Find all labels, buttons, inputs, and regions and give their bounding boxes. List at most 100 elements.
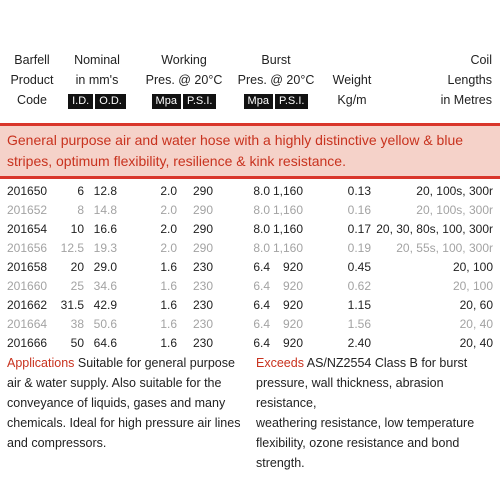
applications-line-5: and compressors. [7,436,107,450]
cell-code: 201652 [7,203,48,217]
header-nominal: Nominal in mm's I.D. O.D. [64,50,130,110]
tag-working-psi: P.S.I. [182,94,217,109]
cell-kg: 0.19 [347,241,371,255]
cell-kg: 2.40 [347,336,371,350]
cell-id: 38 [70,317,84,331]
header-nominal-line1: Nominal [74,53,120,67]
cell-bpsi: 1,160 [272,241,303,255]
cell-wmpa: 2.0 [160,241,177,255]
header-working-line1: Working [161,53,207,67]
cell-wpsi: 230 [192,260,213,274]
tag-working-mpa: Mpa [151,94,181,109]
exceeds-keyword: Exceeds [256,356,304,370]
table-row: 201656 12.5 19.3 2.0 290 8.0 1,160 0.19 20, 55s,… [0,238,500,258]
cell-kg: 1.15 [347,298,371,312]
cell-od: 64.6 [93,336,117,350]
header-working: Working Pres. @ 20°C Mpa P.S.I. [142,50,226,110]
cell-id: 10 [70,222,84,236]
cell-coil: 20, 100s, 300r [416,184,493,198]
applications-line-2: air & water supply. Also suitable for th… [7,376,222,390]
cell-id: 6 [77,184,84,198]
table-row: 201654 10 16.6 2.0 290 8.0 1,160 0.17 20, 30, 80… [0,219,500,239]
cell-bmpa: 8.0 [253,241,270,255]
cell-od: 16.6 [93,222,117,236]
cell-code: 201650 [7,184,48,198]
cell-coil: 20, 30, 80s, 100, 300r [376,222,493,236]
header-weight: Weight Kg/m [330,70,374,110]
cell-code: 201662 [7,298,48,312]
cell-bmpa: 6.4 [253,317,270,331]
cell-wmpa: 1.6 [160,298,177,312]
cell-bmpa: 8.0 [253,184,270,198]
header-coil-line3: in Metres [440,93,492,107]
cell-coil: 20, 100 [452,279,493,293]
applications-line-3: conveyance of liquids, gases and many [7,396,226,410]
cell-id: 25 [70,279,84,293]
cell-kg: 1.56 [347,317,371,331]
cell-wmpa: 2.0 [160,203,177,217]
cell-wpsi: 290 [192,184,213,198]
cell-kg: 0.17 [347,222,371,236]
cell-coil: 20, 40 [459,336,493,350]
cell-od: 34.6 [93,279,117,293]
header-coil: Coil Lengths in Metres [420,50,492,110]
cell-wpsi: 290 [192,222,213,236]
cell-od: 12.8 [93,184,117,198]
tag-burst-mpa: Mpa [243,94,273,109]
applications-note: Applications Suitable for general purpos… [7,353,247,453]
cell-coil: 20, 40 [459,317,493,331]
cell-bpsi: 920 [282,279,303,293]
cell-bmpa: 6.4 [253,298,270,312]
cell-coil: 20, 55s, 100, 300r [396,241,493,255]
cell-wmpa: 2.0 [160,184,177,198]
applications-line-1: Suitable for general purpose [74,356,235,370]
exceeds-note: Exceeds AS/NZ2554 Class B for burst pres… [256,353,496,473]
cell-wpsi: 230 [192,279,213,293]
cell-bmpa: 6.4 [253,336,270,350]
cell-code: 201654 [7,222,48,236]
header-burst: Burst Pres. @ 20°C Mpa P.S.I. [234,50,318,110]
header-weight-line1: Weight [332,73,372,87]
cell-bpsi: 920 [282,317,303,331]
exceeds-line-2: pressure, wall thickness, abrasion resis… [256,376,444,410]
cell-id: 20 [70,260,84,274]
header-burst-line2: Pres. @ 20°C [237,73,315,87]
cell-wpsi: 230 [192,317,213,331]
tag-burst-psi: P.S.I. [274,94,309,109]
cell-bmpa: 6.4 [253,279,270,293]
divider-top [0,123,500,126]
cell-id: 31.5 [60,298,84,312]
exceeds-line-5: strength. [256,456,305,470]
applications-line-4: chemicals. Ideal for high pressure air l… [7,416,241,430]
cell-wmpa: 1.6 [160,279,177,293]
cell-id: 8 [77,203,84,217]
cell-code: 201664 [7,317,48,331]
cell-wpsi: 230 [192,298,213,312]
cell-kg: 0.16 [347,203,371,217]
divider-bottom [0,176,500,179]
cell-bpsi: 920 [282,336,303,350]
cell-od: 14.8 [93,203,117,217]
cell-bpsi: 1,160 [272,184,303,198]
cell-coil: 20, 100s, 300r [416,203,493,217]
cell-wmpa: 2.0 [160,222,177,236]
header-code-line2: Product [10,73,54,87]
cell-bmpa: 8.0 [253,203,270,217]
cell-od: 50.6 [93,317,117,331]
table-row: 201662 31.5 42.9 1.6 230 6.4 920 1.15 20, 60 [0,295,500,315]
table-row: 201664 38 50.6 1.6 230 6.4 920 1.56 20, 40 [0,314,500,334]
exceeds-line-3: weathering resistance, low temperature [256,416,475,430]
table-row: 201652 8 14.8 2.0 290 8.0 1,160 0.16 20, 100s, 3… [0,200,500,220]
cell-bpsi: 920 [282,260,303,274]
cell-wmpa: 1.6 [160,317,177,331]
cell-od: 42.9 [93,298,117,312]
cell-bmpa: 8.0 [253,222,270,236]
cell-code: 201666 [7,336,48,350]
cell-code: 201658 [7,260,48,274]
cell-code: 201660 [7,279,48,293]
cell-wmpa: 1.6 [160,260,177,274]
cell-kg: 0.62 [347,279,371,293]
table-row: 201660 25 34.6 1.6 230 6.4 920 0.62 20, 100 [0,276,500,296]
cell-wpsi: 230 [192,336,213,350]
exceeds-line-4: flexibility, ozone resistance and bond [256,436,460,450]
